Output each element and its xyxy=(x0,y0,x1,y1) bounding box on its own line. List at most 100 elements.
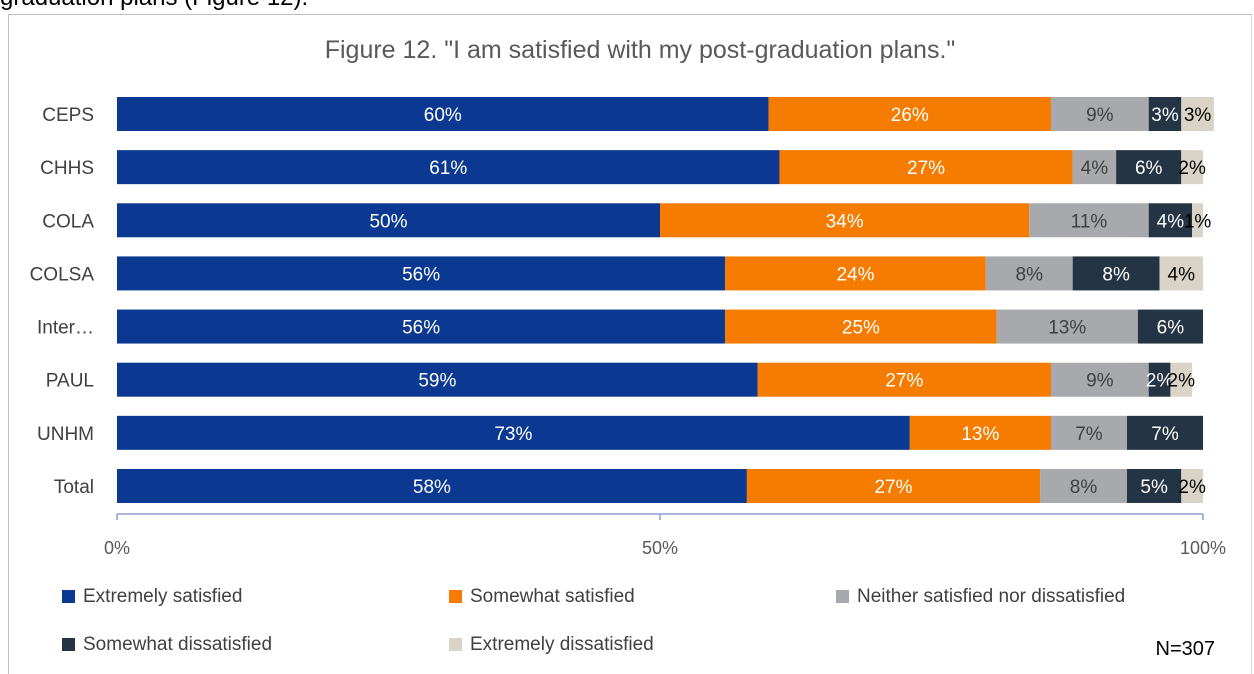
legend: Extremely satisfied Somewhat satisfied Nei… xyxy=(62,586,1125,655)
chart-frame xyxy=(8,14,1252,674)
legend-swatch xyxy=(449,590,462,603)
data-label: 11% xyxy=(1071,211,1108,232)
legend-swatch xyxy=(62,638,75,651)
bar-segment xyxy=(1159,256,1203,291)
data-label: 2% xyxy=(1168,371,1196,392)
data-label: 3% xyxy=(1184,105,1212,126)
bar-segment xyxy=(768,97,1051,131)
category-label: CHHS xyxy=(40,158,94,179)
data-label: 60% xyxy=(424,105,462,126)
data-label: 2% xyxy=(1178,158,1206,179)
data-label: 56% xyxy=(402,318,440,339)
bar-segment xyxy=(1137,309,1203,344)
data-label: 4% xyxy=(1168,264,1196,285)
preceding-text: graduation plans (Figure 12). xyxy=(0,0,308,12)
data-label: 7% xyxy=(1151,424,1179,445)
data-label: 25% xyxy=(842,318,880,339)
bar-segment xyxy=(1170,362,1193,397)
bar-segment xyxy=(1148,203,1193,238)
bar-segment xyxy=(1050,97,1149,131)
x-axis: 0% 50% 100% xyxy=(104,513,1226,558)
data-label: 2% xyxy=(1178,477,1206,498)
bar-segment xyxy=(117,97,769,131)
data-label: 27% xyxy=(885,371,923,392)
bar-segment xyxy=(1072,150,1117,185)
bar-segment xyxy=(1050,415,1127,450)
bar-segment xyxy=(117,309,726,344)
bar-segment xyxy=(660,203,1030,238)
bar-segment xyxy=(117,362,758,397)
bar-segment xyxy=(1126,415,1203,450)
bar-segment xyxy=(1126,468,1182,503)
legend-label: Somewhat dissatisfied xyxy=(83,634,272,655)
legend-label: Extremely satisfied xyxy=(83,586,242,607)
bar-segment xyxy=(725,256,986,291)
bar-segment xyxy=(1181,150,1203,185)
data-label: 7% xyxy=(1075,424,1103,445)
legend-swatch xyxy=(836,590,849,603)
data-label: 61% xyxy=(429,158,467,179)
category-label: COLSA xyxy=(30,264,95,285)
data-label: 1% xyxy=(1184,211,1212,232)
data-label: 59% xyxy=(418,371,456,392)
data-label: 27% xyxy=(874,477,912,498)
bar-segment xyxy=(117,468,747,503)
bar-segment xyxy=(1148,362,1171,397)
category-label: Inter… xyxy=(37,318,94,339)
category-label: Total xyxy=(54,477,94,498)
legend-label: Neither satisfied nor dissatisfied xyxy=(857,586,1125,607)
data-label: 3% xyxy=(1151,105,1179,126)
bar-segment xyxy=(1050,362,1149,397)
data-label: 34% xyxy=(826,211,864,232)
legend-swatch xyxy=(62,590,75,603)
data-label: 6% xyxy=(1157,318,1185,339)
data-label: 8% xyxy=(1102,264,1130,285)
x-tick-label: 0% xyxy=(104,538,130,558)
bar-segment xyxy=(117,150,780,185)
bar-segment xyxy=(746,468,1041,503)
bar-segment xyxy=(996,309,1138,344)
bar-segment xyxy=(1148,97,1182,131)
category-label: CEPS xyxy=(42,105,94,126)
bar-segment xyxy=(1072,256,1160,291)
category-label: PAUL xyxy=(46,371,94,392)
bar-segment xyxy=(725,309,997,344)
x-tick-label: 50% xyxy=(642,538,678,558)
bar-segment xyxy=(117,203,660,238)
bar-segment xyxy=(909,415,1051,450)
data-label: 13% xyxy=(961,424,999,445)
category-label: UNHM xyxy=(37,424,94,445)
bar-segment xyxy=(117,415,910,450)
data-label: 26% xyxy=(891,105,929,126)
data-label: 9% xyxy=(1086,371,1114,392)
legend-label: Extremely dissatisfied xyxy=(470,634,654,655)
bar-segment xyxy=(1181,97,1214,131)
data-label: 4% xyxy=(1157,211,1185,232)
chart-title: Figure 12. "I am satisfied with my post-… xyxy=(325,36,956,64)
bar-segment xyxy=(1181,468,1203,503)
data-label: 73% xyxy=(494,424,532,445)
bar-segment xyxy=(757,362,1051,397)
bar-segment xyxy=(985,256,1073,291)
bar-segment xyxy=(1029,203,1149,238)
data-label: 5% xyxy=(1140,477,1168,498)
x-tick-label: 100% xyxy=(1180,538,1226,558)
data-label: 13% xyxy=(1048,318,1086,339)
data-label: 27% xyxy=(907,158,945,179)
data-label: 8% xyxy=(1016,264,1044,285)
data-label: 50% xyxy=(369,211,407,232)
sample-size-annotation: N=307 xyxy=(1156,638,1216,660)
legend-swatch xyxy=(449,638,462,651)
category-label: COLA xyxy=(42,211,94,232)
bar-segment xyxy=(1116,150,1182,185)
legend-label: Somewhat satisfied xyxy=(470,586,635,607)
bar-segment xyxy=(117,256,726,291)
data-label: 56% xyxy=(402,264,440,285)
data-label: 24% xyxy=(836,264,874,285)
data-label: 4% xyxy=(1081,158,1109,179)
bar-segment xyxy=(1040,468,1127,503)
data-label: 8% xyxy=(1070,477,1098,498)
bars-group: CEPS 60% 26% 9% 3% 3% CHHS 61% 27% 4% 6% 2% COLA 50% 3… xyxy=(30,97,1214,503)
data-label: 58% xyxy=(413,477,451,498)
